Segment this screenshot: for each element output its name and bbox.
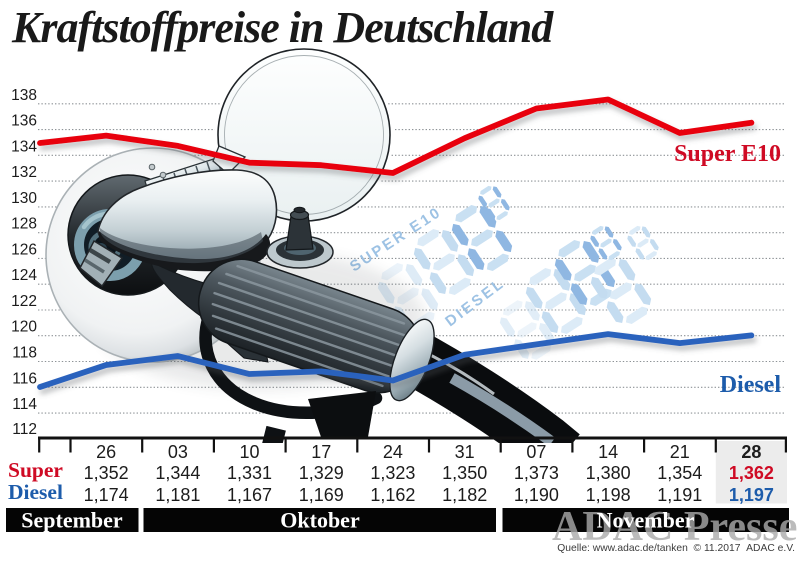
svg-text:130: 130 xyxy=(11,190,37,207)
svg-text:1,350: 1,350 xyxy=(442,463,487,483)
svg-text:Super: Super xyxy=(8,458,63,482)
svg-text:1,331: 1,331 xyxy=(227,463,272,483)
svg-text:1,354: 1,354 xyxy=(657,463,702,483)
svg-text:114: 114 xyxy=(12,396,37,413)
svg-text:128: 128 xyxy=(11,216,37,233)
svg-text:Quelle: www.adac.de/tanken ©: Quelle: www.adac.de/tanken © 11.2017 ADA… xyxy=(557,543,795,554)
svg-text:10: 10 xyxy=(239,442,259,462)
svg-text:1,191: 1,191 xyxy=(657,485,702,505)
svg-text:17: 17 xyxy=(311,442,331,462)
svg-text:ADAC Presse: ADAC Presse xyxy=(552,504,797,550)
svg-text:1,174: 1,174 xyxy=(84,485,129,505)
svg-text:November: November xyxy=(597,508,695,533)
svg-text:26: 26 xyxy=(96,442,116,462)
svg-text:1,352: 1,352 xyxy=(84,463,129,483)
svg-text:1,323: 1,323 xyxy=(370,463,415,483)
svg-text:122: 122 xyxy=(11,293,37,310)
svg-text:24: 24 xyxy=(383,442,403,462)
svg-text:28: 28 xyxy=(741,442,761,462)
svg-text:124: 124 xyxy=(11,267,37,284)
svg-text:138: 138 xyxy=(11,87,37,104)
svg-text:1,198: 1,198 xyxy=(586,485,631,505)
svg-text:03: 03 xyxy=(168,442,188,462)
svg-text:21: 21 xyxy=(670,442,690,462)
svg-text:1,362: 1,362 xyxy=(729,463,774,483)
svg-text:134: 134 xyxy=(11,138,37,155)
svg-text:Oktober: Oktober xyxy=(280,508,360,533)
svg-text:31: 31 xyxy=(455,442,475,462)
svg-text:Diesel: Diesel xyxy=(8,480,63,504)
svg-text:1,181: 1,181 xyxy=(155,485,200,505)
svg-text:136: 136 xyxy=(11,113,37,130)
svg-text:116: 116 xyxy=(12,370,37,387)
svg-text:1,344: 1,344 xyxy=(155,463,200,483)
svg-text:126: 126 xyxy=(11,241,37,258)
svg-text:1,182: 1,182 xyxy=(442,485,487,505)
svg-text:1,162: 1,162 xyxy=(370,485,415,505)
svg-text:112: 112 xyxy=(12,421,37,438)
svg-text:Kraftstoffpreise in Deutschlan: Kraftstoffpreise in Deutschland xyxy=(11,3,554,52)
svg-text:1,190: 1,190 xyxy=(514,485,559,505)
svg-text:Super E10: Super E10 xyxy=(674,141,781,167)
svg-text:07: 07 xyxy=(526,442,546,462)
svg-text:1,197: 1,197 xyxy=(729,485,774,505)
svg-text:Diesel: Diesel xyxy=(720,372,782,398)
svg-text:1,329: 1,329 xyxy=(299,463,344,483)
svg-text:1,380: 1,380 xyxy=(586,463,631,483)
svg-text:1,169: 1,169 xyxy=(299,485,344,505)
svg-text:118: 118 xyxy=(12,345,37,362)
svg-text:14: 14 xyxy=(598,442,618,462)
svg-text:1,167: 1,167 xyxy=(227,485,272,505)
svg-text:1,373: 1,373 xyxy=(514,463,559,483)
svg-text:132: 132 xyxy=(11,164,37,181)
svg-text:120: 120 xyxy=(11,319,37,336)
svg-text:September: September xyxy=(21,508,123,533)
